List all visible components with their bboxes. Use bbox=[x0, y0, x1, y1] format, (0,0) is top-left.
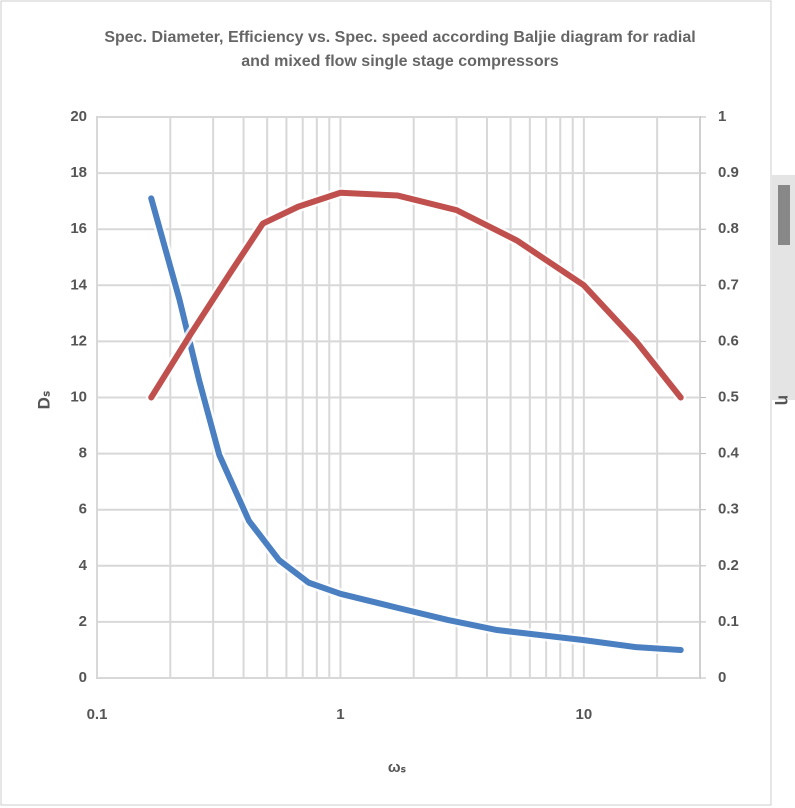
y2-tick-label: 0.2 bbox=[718, 557, 739, 574]
chart-border bbox=[1, 1, 771, 805]
x-tick-label: 1 bbox=[336, 706, 344, 723]
y2-tick-label: 0.5 bbox=[718, 388, 739, 405]
y-tick-label: 12 bbox=[70, 332, 87, 349]
y-tick-label: 6 bbox=[79, 501, 87, 518]
y2-tick-label: 0.4 bbox=[718, 445, 740, 462]
x-tick-label: 10 bbox=[576, 706, 593, 723]
chart-title: Spec. Diameter, Efficiency vs. Spec. spe… bbox=[90, 26, 710, 74]
y2-tick-label: 0.7 bbox=[718, 276, 739, 293]
y2-tick-label: 0.1 bbox=[718, 613, 739, 630]
y-tick-label: 4 bbox=[79, 557, 88, 574]
y-axis-title: Dₛ bbox=[34, 391, 53, 410]
y2-tick-label: 0.6 bbox=[718, 332, 739, 349]
y2-tick-label: 0.8 bbox=[718, 220, 739, 237]
y2-tick-label: 0.3 bbox=[718, 501, 739, 518]
chart-page: ωₛ Dₛ η 0 2 4 6 8 10 12 14 16 18 20 0 0.1 0.2 0.3 0.4 0.… bbox=[0, 0, 795, 808]
y2-tick-label: 1 bbox=[718, 108, 726, 125]
chart: ωₛ Dₛ η 0 2 4 6 8 10 12 14 16 18 20 0 0.1 0.2 0.3 0.4 0.… bbox=[0, 0, 795, 808]
x-axis-title: ωₛ bbox=[388, 759, 407, 776]
y-tick-label: 14 bbox=[70, 276, 87, 293]
y-tick-label: 16 bbox=[70, 220, 87, 237]
data-line bbox=[151, 193, 681, 398]
y-tick-label: 8 bbox=[79, 445, 87, 462]
y-tick-label: 18 bbox=[70, 164, 87, 181]
y-tick-label: 2 bbox=[79, 613, 87, 630]
side-image-part bbox=[778, 185, 790, 245]
y-tick-label: 0 bbox=[79, 669, 87, 686]
y2-tick-label: 0 bbox=[718, 669, 726, 686]
y2-axis-title: η bbox=[775, 395, 794, 405]
y2-tick-label: 0.9 bbox=[718, 164, 739, 181]
y-tick-label: 10 bbox=[70, 388, 87, 405]
x-tick-label: 0.1 bbox=[87, 706, 108, 723]
line-glow bbox=[151, 193, 681, 398]
y-tick-label: 20 bbox=[70, 108, 87, 125]
